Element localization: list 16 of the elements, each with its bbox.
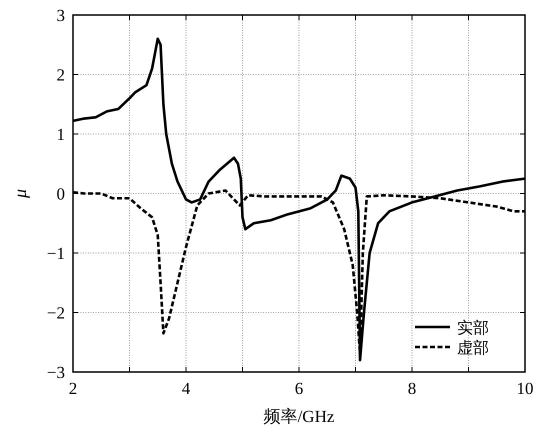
x-tick-label: 10 (516, 379, 534, 398)
x-axis-title: 频率/GHz (264, 407, 335, 426)
legend-label: 虚部 (457, 339, 489, 357)
y-tick-label: 3 (56, 6, 65, 25)
y-axis-title: μ (10, 188, 30, 200)
y-tick-label: −3 (46, 363, 65, 382)
y-tick-label: −1 (46, 244, 65, 263)
x-tick-label: 2 (68, 379, 78, 398)
x-tick-label: 6 (294, 379, 304, 398)
x-tick-label: 8 (408, 379, 416, 398)
y-tick-label: 0 (56, 184, 65, 204)
y-tick-label: 2 (56, 66, 65, 84)
y-tick-label: 1 (56, 125, 65, 144)
y-tick-label: −2 (46, 304, 65, 322)
legend-label: 实部 (457, 319, 489, 337)
x-tick-label: 4 (182, 379, 191, 398)
